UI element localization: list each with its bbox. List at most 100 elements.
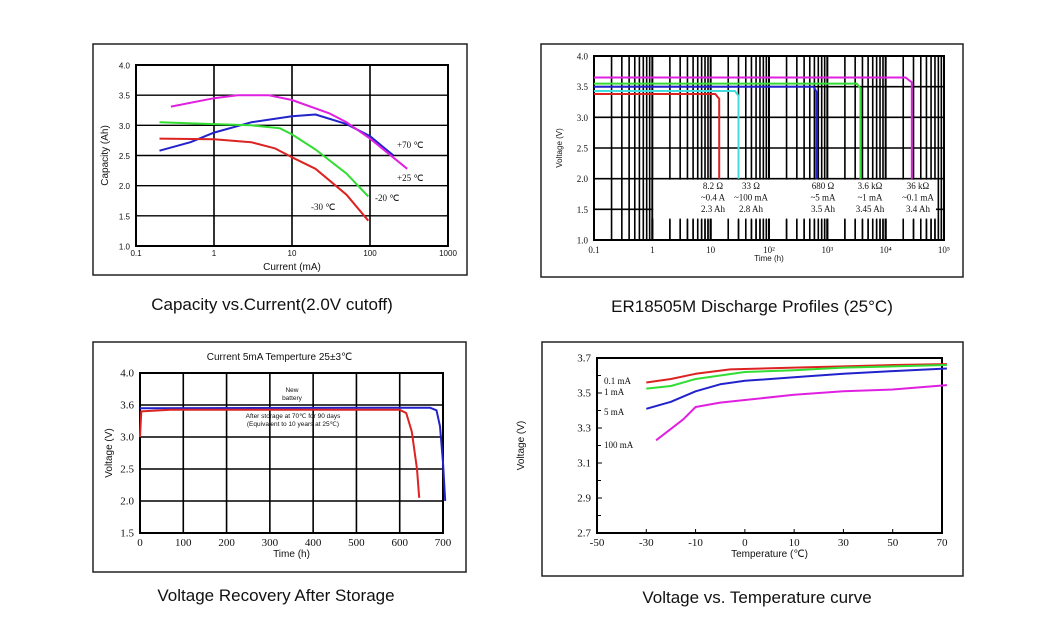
x-axis-label: Temperature (℃) <box>731 549 808 560</box>
discharge-annotation: 3.5 Ah <box>811 204 836 214</box>
series-label: -30 ℃ <box>311 202 335 212</box>
y-tick-label: 2.5 <box>577 144 589 154</box>
y-tick-label: 3.0 <box>120 432 134 444</box>
discharge-annotation: 3.4 Ah <box>906 204 931 214</box>
x-tick-label: 0 <box>742 537 748 549</box>
x-tick-label: 100 <box>175 537 192 549</box>
x-tick-label: 1 <box>650 245 655 255</box>
series-label: 0.1 mA <box>604 376 632 386</box>
y-axis-label: Voltage (V) <box>555 128 564 168</box>
y-tick-label: 2.5 <box>119 152 131 161</box>
y-tick-label: 4.0 <box>119 62 131 71</box>
y-tick-label: 3.0 <box>577 113 589 123</box>
x-axis-label: Time (h) <box>754 254 784 263</box>
x-tick-label: 10⁴ <box>880 245 892 255</box>
discharge-annotation: 8.2 Ω <box>703 181 724 191</box>
y-tick-label: 3.3 <box>577 423 591 435</box>
series-label: 5 mA <box>604 407 625 417</box>
series-line <box>646 364 947 390</box>
y-tick-label: 1.5 <box>119 212 131 221</box>
discharge-annotation: 3.6 kΩ <box>858 181 883 191</box>
series-line <box>646 367 947 410</box>
y-tick-label: 3.0 <box>119 122 131 131</box>
series-line <box>655 384 947 442</box>
discharge-annotation: ~0.1 mA <box>902 193 934 203</box>
y-tick-label: 3.5 <box>577 388 591 400</box>
x-tick-label: 10⁵ <box>938 245 950 255</box>
chart-title: Current 5mA Temperture 25±3℃ <box>207 352 353 363</box>
chart4-caption: Voltage vs. Temperature curve <box>642 588 872 607</box>
x-tick-label: 30 <box>838 537 850 549</box>
series-label: 1 mA <box>604 387 625 397</box>
discharge-annotation: ~100 mA <box>734 193 769 203</box>
y-axis-label: Capacity (Ah) <box>100 125 111 186</box>
x-axis-label: Time (h) <box>273 549 310 560</box>
plot-area-border <box>596 357 943 534</box>
series-line <box>646 363 947 384</box>
series-label: +70 ℃ <box>397 140 423 150</box>
y-tick-label: 3.5 <box>119 92 131 101</box>
x-tick-label: 100 <box>363 249 377 258</box>
x-tick-label: 10 <box>789 537 801 549</box>
chart3-caption: Voltage Recovery After Storage <box>157 586 395 605</box>
y-tick-label: 3.1 <box>577 458 591 470</box>
series-line <box>139 406 447 502</box>
x-tick-label: 0 <box>137 537 143 549</box>
plot-area-border <box>135 64 449 247</box>
x-tick-label: 1000 <box>439 249 457 258</box>
plot-area-border <box>593 55 945 241</box>
y-tick-label: 3.5 <box>577 82 589 92</box>
x-tick-label: 70 <box>937 537 949 549</box>
series-line <box>594 85 818 179</box>
storage-annotation: After storage at 70℃ for 90 days <box>246 413 341 420</box>
discharge-annotation: 3.45 Ah <box>856 204 885 214</box>
y-tick-label: 2.5 <box>120 464 134 476</box>
chart2-caption: ER18505M Discharge Profiles (25°C) <box>611 297 893 316</box>
y-tick-label: 1.5 <box>120 528 134 540</box>
chart1-frame <box>92 43 468 276</box>
x-tick-label: 0.1 <box>130 249 142 258</box>
storage-annotation: (Equivalent to 10 years at 25℃) <box>247 421 339 428</box>
y-tick-label: 2.0 <box>120 496 134 508</box>
series-line <box>170 94 408 170</box>
x-tick-label: 10 <box>288 249 297 258</box>
y-tick-label: 3.7 <box>577 353 591 365</box>
y-tick-label: 1.5 <box>577 205 589 215</box>
x-tick-label: 600 <box>391 537 408 549</box>
discharge-annotation: ~1 mA <box>857 193 883 203</box>
y-tick-label: 3.6 <box>120 400 134 412</box>
series-line <box>594 93 721 179</box>
y-tick-label: 4.0 <box>577 52 589 62</box>
series-label: +25 ℃ <box>397 173 423 183</box>
chart3-frame <box>92 341 467 573</box>
annotation-background <box>653 179 936 220</box>
y-tick-label: 1.0 <box>119 243 131 252</box>
series-line <box>594 76 913 179</box>
y-tick-label: 1.0 <box>577 236 589 246</box>
x-tick-label: -30 <box>639 537 654 549</box>
series-line <box>139 408 421 498</box>
x-axis-label: Current (mA) <box>263 262 321 273</box>
x-tick-label: 10³ <box>821 245 833 255</box>
discharge-annotation: ~5 mA <box>810 193 836 203</box>
x-tick-label: 50 <box>887 537 899 549</box>
x-tick-label: 200 <box>218 537 235 549</box>
discharge-annotation: 680 Ω <box>812 181 835 191</box>
discharge-annotation: 36 kΩ <box>907 181 930 191</box>
storage-annotation: battery <box>282 395 303 402</box>
discharge-annotation: 33 Ω <box>742 181 760 191</box>
series-line <box>159 137 370 222</box>
series-line <box>159 121 370 198</box>
x-tick-label: -10 <box>688 537 703 549</box>
y-tick-label: 2.0 <box>577 174 589 184</box>
discharge-annotation: 2.3 Ah <box>701 204 726 214</box>
x-tick-label: 10 <box>706 245 716 255</box>
y-tick-label: 2.0 <box>119 182 131 191</box>
series-label: -20 ℃ <box>375 193 399 203</box>
series-line <box>594 82 862 179</box>
y-tick-label: 2.9 <box>577 493 591 505</box>
discharge-annotation: 2.8 Ah <box>739 204 764 214</box>
x-tick-label: 0.1 <box>588 245 599 255</box>
storage-annotation: New <box>285 387 298 394</box>
